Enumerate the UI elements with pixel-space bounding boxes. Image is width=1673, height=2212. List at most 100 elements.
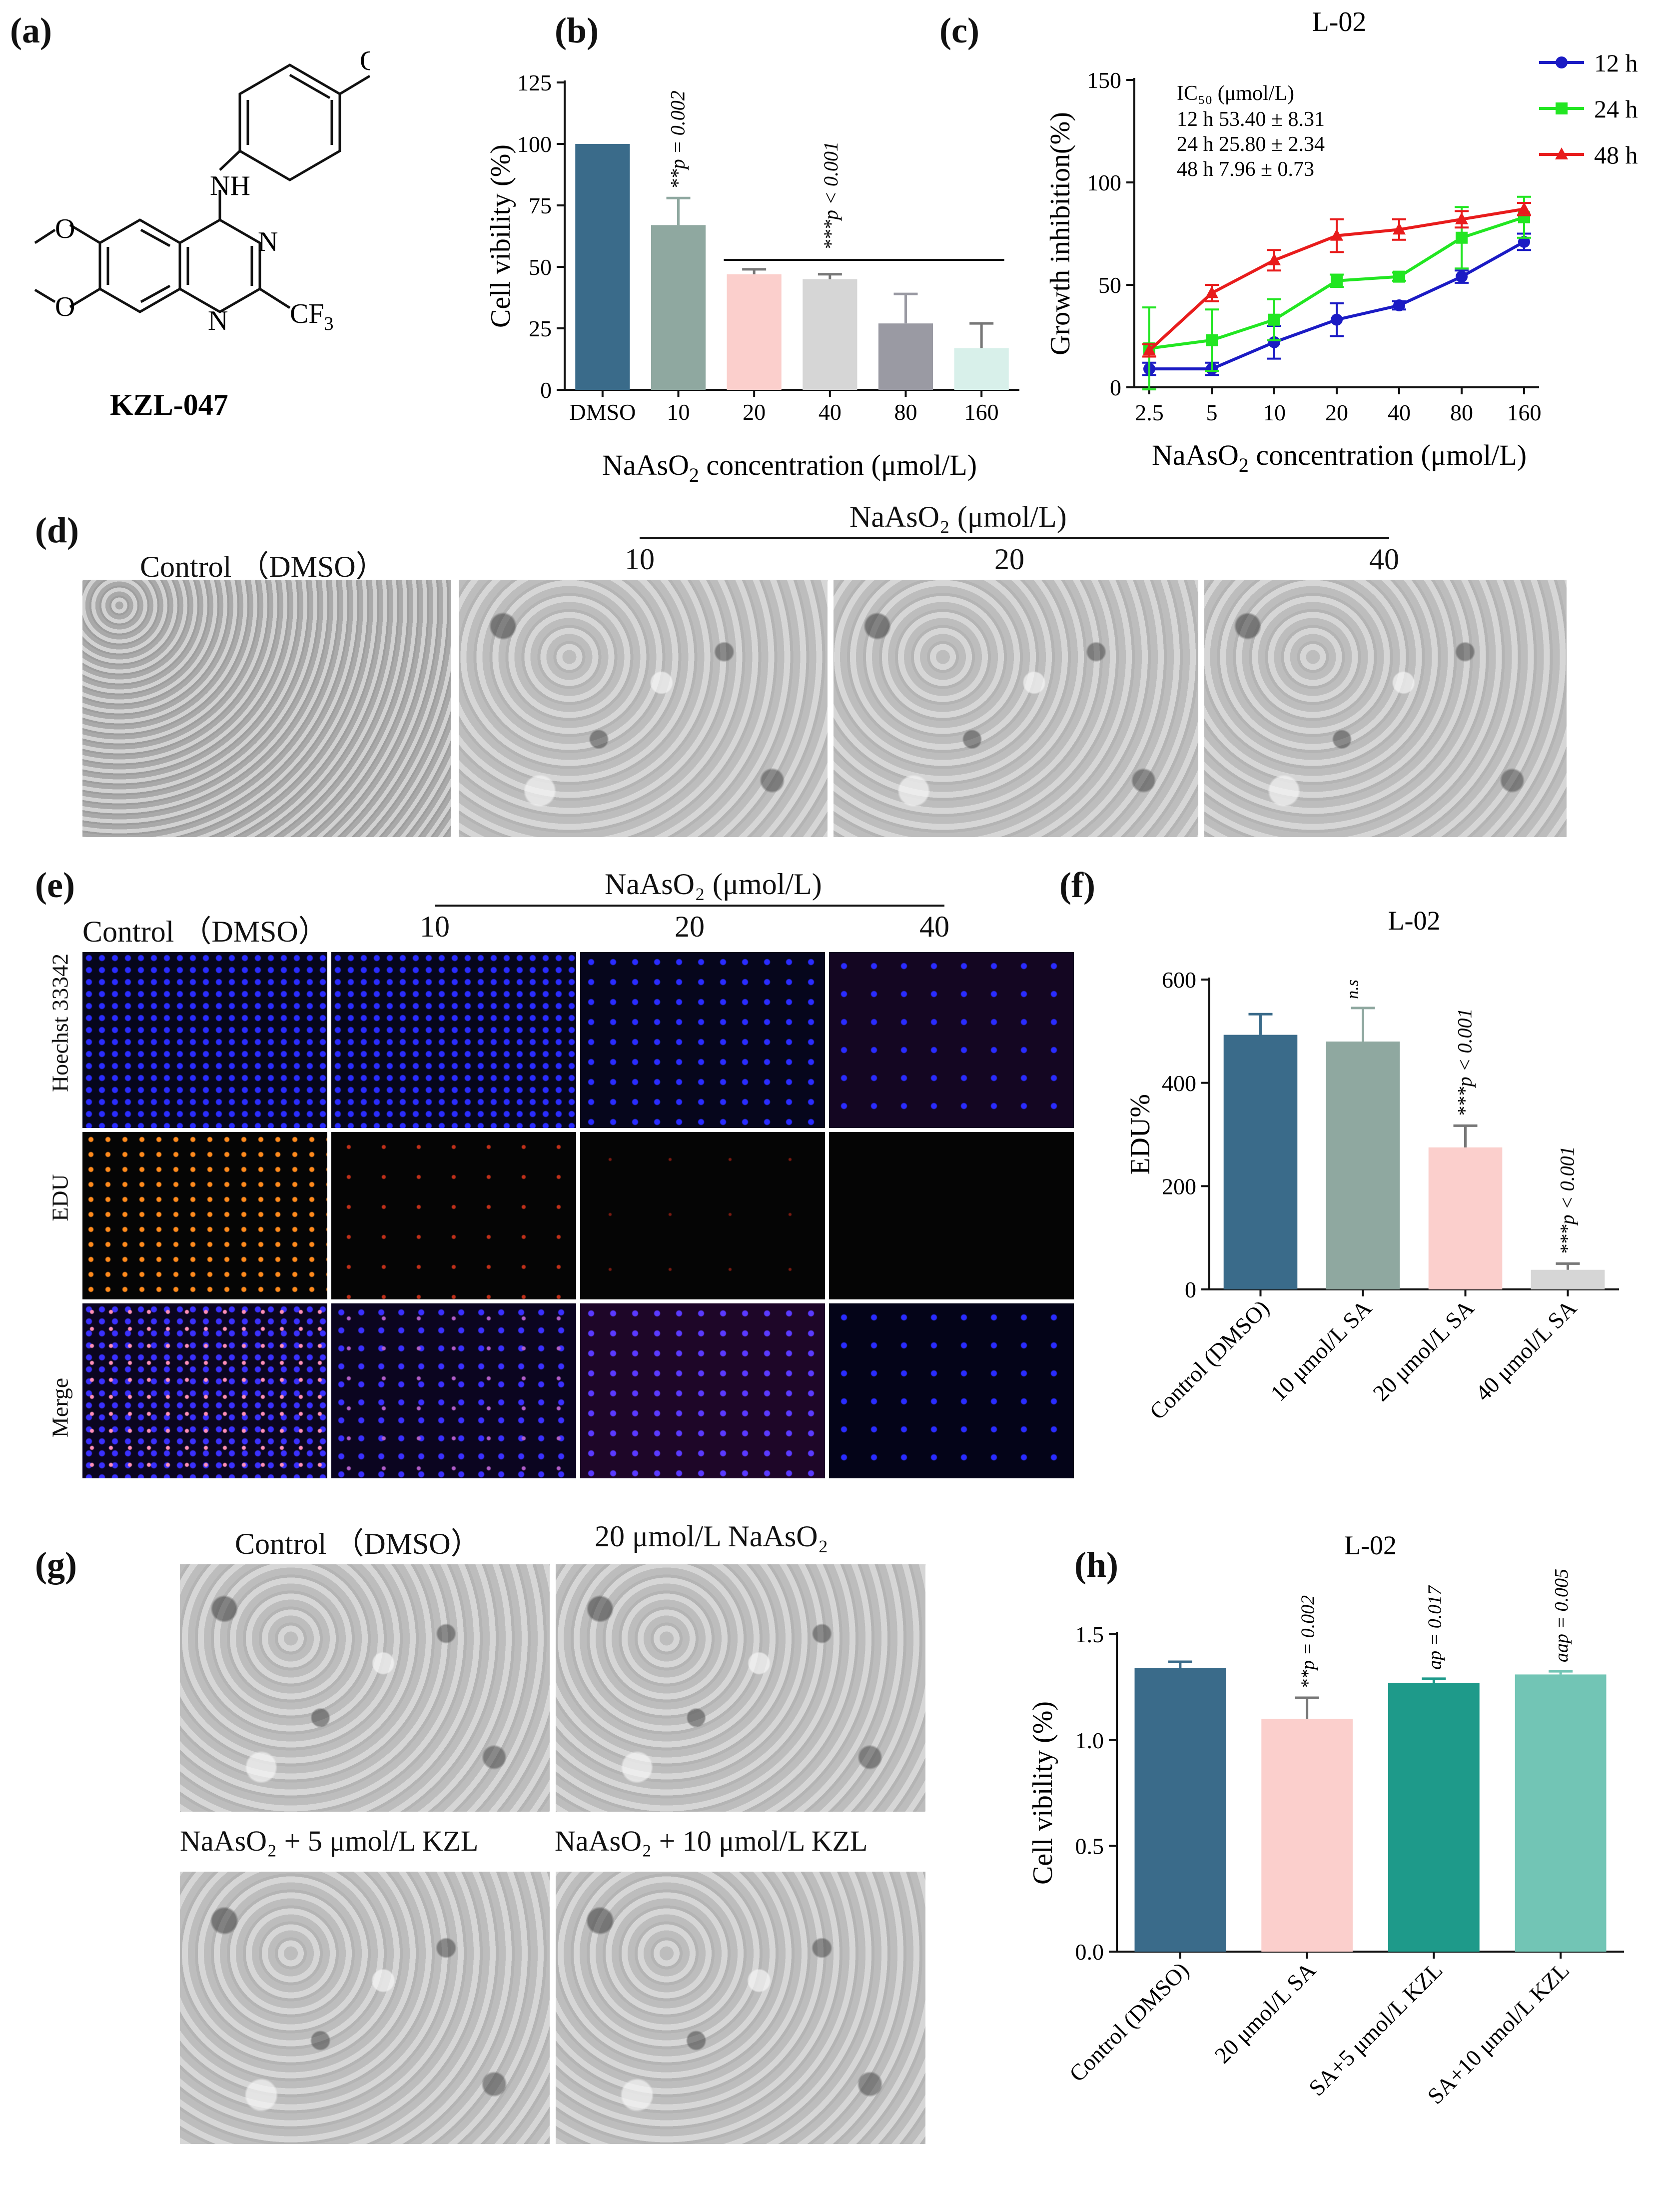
- chart-title: L-02: [1344, 1530, 1397, 1560]
- x-tick-label: 2.5: [1135, 400, 1164, 425]
- panel-d-label: (d): [35, 510, 79, 550]
- x-tick-label: SA+5 μmol/L KZL: [1304, 1957, 1447, 2101]
- point: [1456, 270, 1468, 283]
- point: [1268, 253, 1281, 265]
- panel-h-label: (h): [1074, 1545, 1119, 1585]
- y-axis-label: EDU%: [1125, 1094, 1156, 1175]
- panel-b-label: (b): [555, 10, 599, 50]
- significance-label-0: **p = 0.002: [1298, 1595, 1319, 1689]
- ic50-title: IC₅₀ (μmol/L): [1177, 82, 1294, 105]
- panel-c-label: (c): [939, 10, 979, 50]
- y-tick-label: 50: [1098, 272, 1121, 298]
- significance-label-2: ***p < 0.001: [820, 141, 842, 250]
- x-tick-label: SA+10 μmol/L KZL: [1422, 1957, 1574, 2109]
- e-row-edu: EDU: [47, 1174, 73, 1221]
- bar-3: [803, 279, 857, 390]
- y-tick-label: 150: [1087, 67, 1121, 93]
- y-tick-label: 25: [529, 316, 552, 341]
- y-tick-label: 75: [529, 193, 552, 218]
- y-tick-label: 400: [1162, 1071, 1196, 1096]
- point: [1393, 270, 1405, 283]
- e-dose-40: 40: [919, 910, 949, 943]
- x-tick-label: 10 μmol/L SA: [1265, 1295, 1376, 1406]
- d-control-caption: Control （DMSO）: [140, 550, 386, 583]
- y-axis-label: Growth inhibition(%): [1045, 112, 1076, 355]
- g-image-control: [180, 1564, 550, 1812]
- legend-marker: [1556, 102, 1568, 114]
- x-tick-label: 20 μmol/L SA: [1368, 1295, 1479, 1406]
- x-tick-label: 20 μmol/L SA: [1210, 1957, 1321, 2068]
- kzl-047-structure: NH N N CF3 O O O KZL-047: [34, 45, 370, 421]
- x-tick-label: 10: [1263, 400, 1286, 425]
- y-tick-label: 0.5: [1075, 1833, 1104, 1859]
- x-tick-label: Control (DMSO): [1144, 1295, 1274, 1424]
- d-image-20: [834, 580, 1198, 837]
- e-hoechst-20: [580, 952, 825, 1128]
- y-tick-label: 0: [1185, 1277, 1196, 1302]
- x-tick-label: Control (DMSO): [1064, 1957, 1194, 2087]
- point: [1330, 228, 1343, 241]
- y-tick-label: 100: [1087, 170, 1121, 195]
- x-tick-label: 160: [1507, 400, 1542, 425]
- significance-label-1: ***p < 0.001: [1454, 1008, 1476, 1116]
- panel-f-label: (f): [1059, 865, 1095, 905]
- significance-label-0: n.s: [1344, 980, 1362, 999]
- x-tick-label: 80: [894, 399, 917, 425]
- g-image-kzl10: [556, 1872, 925, 2144]
- y-tick-label: 1.5: [1075, 1622, 1104, 1647]
- e-merge-40: [829, 1303, 1074, 1478]
- svg-text:O: O: [360, 45, 370, 76]
- point: [1205, 286, 1218, 298]
- legend-marker: [1556, 56, 1568, 68]
- svg-text:O: O: [55, 213, 75, 244]
- x-tick-label: 20: [1325, 400, 1348, 425]
- g-caption-sa: 20 μmol/L NaAsO₂: [595, 1520, 829, 1553]
- ic50-line-2: 48 h 7.96 ± 0.73: [1177, 158, 1314, 181]
- e-edu-40: [829, 1132, 1074, 1299]
- x-axis-label: NaAsO2 concentration (μmol/L): [1152, 439, 1527, 476]
- e-merge-10: [331, 1303, 576, 1478]
- point: [1393, 299, 1405, 311]
- point: [1518, 235, 1530, 248]
- y-tick-label: 100: [517, 131, 552, 157]
- e-row-merge: Merge: [47, 1377, 73, 1438]
- cf3-atom: CF3: [290, 298, 334, 334]
- y-tick-label: 0: [540, 377, 552, 403]
- d-dose-20: 20: [994, 543, 1024, 576]
- significance-label-2: ***p < 0.001: [1556, 1146, 1579, 1254]
- bar-2: [727, 274, 782, 390]
- ic50-line-1: 24 h 25.80 ± 2.34: [1177, 133, 1325, 156]
- point: [1331, 274, 1343, 287]
- x-tick-label: 10: [667, 399, 690, 425]
- d-dose-line: [640, 537, 1389, 539]
- x-tick-label: 80: [1450, 400, 1473, 425]
- y-axis-label: Cell vibility (%): [1027, 1701, 1058, 1885]
- compound-name: KZL-047: [110, 388, 228, 421]
- d-dose-10: 10: [625, 543, 655, 576]
- y-tick-label: 600: [1162, 967, 1196, 993]
- point: [1206, 334, 1218, 346]
- e-dose-line: [435, 905, 944, 907]
- d-treat-title: NaAsO₂ (μmol/L): [849, 500, 1067, 533]
- bar-3: [1531, 1269, 1605, 1289]
- svg-text:O: O: [55, 291, 75, 322]
- y-tick-label: 50: [529, 254, 552, 280]
- e-control-caption: Control （DMSO）: [82, 915, 328, 948]
- point: [1518, 202, 1531, 214]
- significance-label-2: aap = 0.005: [1551, 1569, 1572, 1662]
- bar-3: [1515, 1674, 1607, 1952]
- g-caption-control: Control （DMSO）: [235, 1527, 481, 1560]
- panel-a-label: (a): [10, 10, 52, 50]
- point: [1393, 222, 1406, 235]
- e-merge-20: [580, 1303, 825, 1478]
- nh-atom: NH: [210, 170, 250, 201]
- d-dose-40: 40: [1369, 543, 1399, 576]
- e-row-hoechst: Hoechst 33342: [47, 953, 73, 1093]
- bar-4: [878, 323, 933, 390]
- y-axis-label: Cell vibility (%): [485, 144, 516, 328]
- x-tick-label: DMSO: [569, 399, 636, 425]
- e-edu-20: [580, 1132, 825, 1299]
- d-image-control: [82, 580, 451, 837]
